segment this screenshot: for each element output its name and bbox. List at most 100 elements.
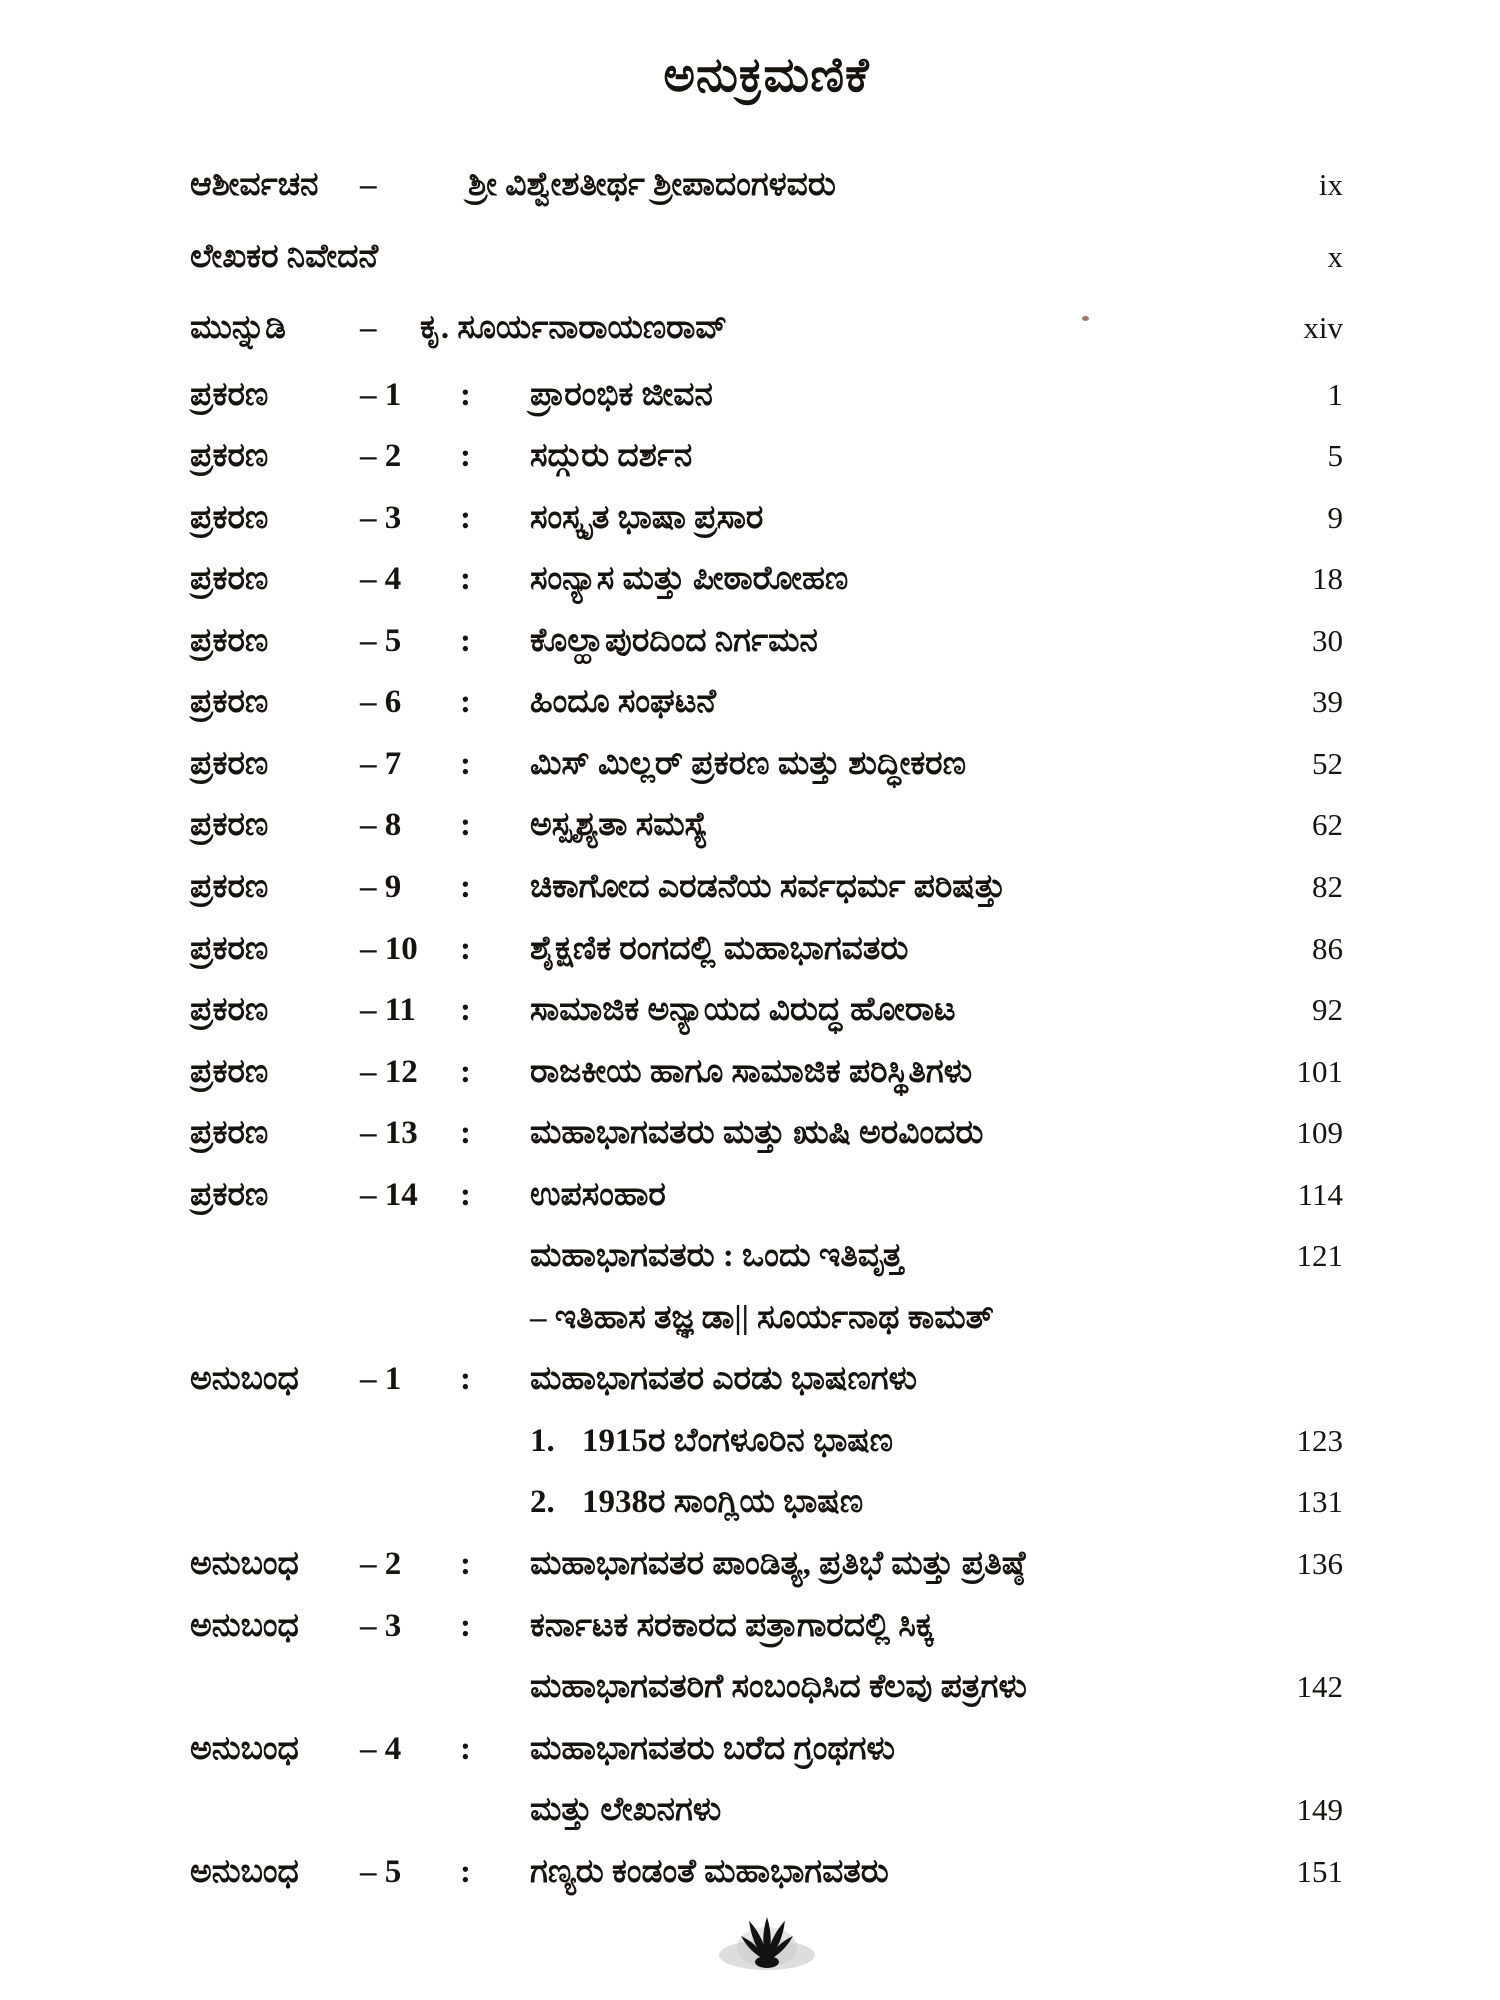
toc-colon: : bbox=[460, 561, 471, 598]
toc-entry-number: – 6 bbox=[360, 684, 402, 721]
toc-page-number: xiv bbox=[1303, 310, 1343, 346]
toc-entry-title: 1938ರ ಸಾಂಗ್ಲಿಯ ಭಾಷಣ bbox=[582, 1484, 864, 1521]
toc-colon: : bbox=[460, 745, 471, 782]
toc-entry-title: ಸಾಮಾಜಿಕ ಅನ್ಯಾಯದ ವಿರುದ್ಧ ಹೋರಾಟ bbox=[530, 992, 956, 1029]
toc-page-number: 101 bbox=[1296, 1053, 1344, 1089]
toc-colon: : bbox=[460, 1607, 471, 1644]
toc-entry-number: – 14 bbox=[360, 1176, 418, 1213]
toc-row: ಪ್ರಕರಣ – 12: ರಾಜಕೀಯ ಹಾಗೂ ಸಾಮಾಜಿಕ ಪರಿಸ್ಥಿತಿ… bbox=[190, 1042, 1343, 1104]
toc-entry-title: ಮಹಾಭಾಗವತರು ಬರೆದ ಗ್ರಂಥಗಳು bbox=[530, 1730, 895, 1767]
toc-row: ಪ್ರಕರಣ – 10: ಶೈಕ್ಷಣಿಕ ರಂಗದಲ್ಲಿ ಮಹಾಭಾಗವತರು 8… bbox=[190, 919, 1343, 981]
toc-row: ಲೇಖಕರ ನಿವೇದನೆ x bbox=[190, 222, 1343, 294]
toc-entry-number: – 11 bbox=[360, 992, 416, 1029]
toc-colon: : bbox=[460, 1115, 471, 1152]
toc-row: ಅನುಬಂಧ – 4: ಮಹಾಭಾಗವತರು ಬರೆದ ಗ್ರಂಥಗಳು bbox=[190, 1719, 1343, 1781]
toc-entry-number: – 13 bbox=[360, 1115, 418, 1152]
toc-entry-number: – 10 bbox=[360, 930, 418, 967]
toc-page-number: ix bbox=[1318, 167, 1343, 202]
toc-row: ಪ್ರಕರಣ – 7: ಮಿಸ್ ಮಿಲ್ಲರ್ ಪ್ರಕರಣ ಮತ್ತು ಶುದ್… bbox=[190, 734, 1343, 796]
toc-colon: : bbox=[460, 1853, 471, 1890]
toc-colon: : bbox=[460, 499, 471, 536]
toc-entry-number: – 9 bbox=[360, 869, 402, 906]
toc-row: ಪ್ರಕರಣ – 8: ಅಸ್ಪೃಶ್ಯತಾ ಸಮಸ್ಯೆ 62 bbox=[190, 795, 1343, 857]
toc-entry-title: ಅಸ್ಪೃಶ್ಯತಾ ಸಮಸ್ಯೆ bbox=[530, 807, 709, 844]
toc-entry-label: ಅನುಬಂಧ bbox=[190, 1730, 299, 1767]
floral-ornament-icon bbox=[190, 1909, 1343, 1971]
toc-entry-title: ಮಹಾಭಾಗವತರ ಪಾಂಡಿತ್ಯ, ಪ್ರತಿಭೆ ಮತ್ತು ಪ್ರತಿಷ… bbox=[530, 1546, 1026, 1583]
toc-entry-number: – 4 bbox=[360, 561, 402, 598]
toc-row: ಪ್ರಕರಣ – 2: ಸದ್ಗುರು ದರ್ಶನ 5 bbox=[190, 426, 1343, 488]
toc-colon: : bbox=[460, 807, 471, 844]
toc-page-number: 1 bbox=[1327, 376, 1344, 412]
toc-entry-title: – ಇತಿಹಾಸ ತಜ್ಞ ಡಾ|| ಸೂರ್ಯನಾಥ ಕಾಮತ್ bbox=[530, 1299, 994, 1336]
toc-entry-number: – 7 bbox=[360, 745, 402, 782]
toc-colon: : bbox=[460, 376, 471, 413]
toc-row: – ಇತಿಹಾಸ ತಜ್ಞ ಡಾ|| ಸೂರ್ಯನಾಥ ಕಾಮತ್ bbox=[190, 1288, 1343, 1350]
toc-entry-label: ಅನುಬಂಧ bbox=[190, 1546, 299, 1583]
toc-page-number: x bbox=[1327, 238, 1344, 274]
toc-entry-label: ಪ್ರಕರಣ bbox=[190, 499, 269, 536]
scan-speck bbox=[1082, 316, 1089, 321]
toc-row: ಪ್ರಕರಣ – 6: ಹಿಂದೂ ಸಂಘಟನೆ 39 bbox=[190, 672, 1343, 734]
toc-entry-title: ಮಹಾಭಾಗವತರು ಮತ್ತು ಋಷಿ ಅರವಿಂದರು bbox=[530, 1115, 984, 1152]
toc-entry-number: – 1 bbox=[360, 376, 402, 413]
toc-colon: : bbox=[460, 992, 471, 1029]
toc-entry-title: ಮತ್ತು ಲೇಖನಗಳು bbox=[530, 1792, 722, 1829]
toc-row: ಪ್ರಕರಣ – 1: ಪ್ರಾರಂಭಿಕ ಜೀವನ 1 bbox=[190, 365, 1343, 427]
toc-entry-label: ಪ್ರಕರಣ bbox=[190, 684, 269, 721]
toc-entry-title: ಕರ್ನಾಟಕ ಸರಕಾರದ ಪತ್ರಾಗಾರದಲ್ಲಿ ಸಿಕ್ಕ bbox=[530, 1607, 934, 1644]
toc-row: ಅನುಬಂಧ – 1: ಮಹಾಭಾಗವತರ ಎರಡು ಭಾಷಣಗಳು bbox=[190, 1349, 1343, 1411]
toc-entry-label: ಪ್ರಕರಣ bbox=[190, 1176, 269, 1213]
toc-row: ಪ್ರಕರಣ – 13: ಮಹಾಭಾಗವತರು ಮತ್ತು ಋಷಿ ಅರವಿಂದರು… bbox=[190, 1103, 1343, 1165]
toc-entry-label: ಪ್ರಕರಣ bbox=[190, 745, 269, 782]
toc-entry-number: – 5 bbox=[360, 622, 402, 659]
toc-colon: : bbox=[460, 1361, 471, 1398]
toc-row: ಅನುಬಂಧ – 2: ಮಹಾಭಾಗವತರ ಪಾಂಡಿತ್ಯ, ಪ್ರತಿಭೆ ಮತ… bbox=[190, 1534, 1343, 1596]
toc-row: ಮುನ್ನುಡಿ – ಕೃ. ಸೂರ್ಯನಾರಾಯಣರಾವ್ xiv bbox=[190, 293, 1343, 365]
toc-page-number: 151 bbox=[1296, 1853, 1344, 1889]
toc-page-number: 86 bbox=[1312, 930, 1343, 966]
toc-page-number: 131 bbox=[1296, 1484, 1344, 1520]
toc-page-number: 62 bbox=[1312, 807, 1343, 843]
toc-row: ಪ್ರಕರಣ – 9: ಚಿಕಾಗೋದ ಎರಡನೆಯ ಸರ್ವಧರ್ಮ ಪರಿಷತ್… bbox=[190, 857, 1343, 919]
toc-entry-label: ಪ್ರಕರಣ bbox=[190, 1115, 269, 1152]
toc-colon: : bbox=[460, 930, 471, 967]
toc-entry-title: ಹಿಂದೂ ಸಂಘಟನೆ bbox=[530, 684, 717, 721]
toc-entry-number: – bbox=[360, 167, 377, 203]
toc-entry-number: – 2 bbox=[360, 1546, 402, 1583]
toc-row: ಅನುಬಂಧ – 3: ಕರ್ನಾಟಕ ಸರಕಾರದ ಪತ್ರಾಗಾರದಲ್ಲಿ ಸ… bbox=[190, 1596, 1343, 1658]
toc-entry-number: 1. bbox=[530, 1422, 555, 1459]
toc-colon: : bbox=[460, 1053, 471, 1090]
toc-entry-label: ಪ್ರಕರಣ bbox=[190, 930, 269, 967]
toc-entry-label: ಅನುಬಂಧ bbox=[190, 1607, 299, 1644]
toc-entry-number: – 3 bbox=[360, 499, 402, 536]
toc-row: ಮತ್ತು ಲೇಖನಗಳು 149 bbox=[190, 1780, 1343, 1842]
toc-list: ಆಶೀರ್ವಚನ – ಶ್ರೀ ವಿಶ್ವೇಶತೀರ್ಥ ಶ್ರೀಪಾದಂಗಳವರು… bbox=[190, 150, 1343, 1903]
toc-entry-label: ಪ್ರಕರಣ bbox=[190, 561, 269, 598]
toc-entry-label: ಲೇಖಕರ ನಿವೇದನೆ bbox=[190, 238, 379, 275]
toc-entry-title: ಮಹಾಭಾಗವತರು : ಒಂದು ಇತಿವೃತ್ತ bbox=[530, 1238, 904, 1275]
toc-entry-title: 1915ರ ಬೆಂಗಳೂರಿನ ಭಾಷಣ bbox=[582, 1422, 894, 1459]
toc-entry-number: – 5 bbox=[360, 1853, 402, 1890]
toc-entry-title: ಶೈಕ್ಷಣಿಕ ರಂಗದಲ್ಲಿ ಮಹಾಭಾಗವತರು bbox=[530, 930, 909, 967]
toc-row: ಆಶೀರ್ವಚನ – ಶ್ರೀ ವಿಶ್ವೇಶತೀರ್ಥ ಶ್ರೀಪಾದಂಗಳವರು… bbox=[190, 150, 1343, 222]
toc-entry-number: – bbox=[360, 310, 377, 347]
toc-page-number: 92 bbox=[1312, 992, 1343, 1028]
toc-entry-label: ಮುನ್ನುಡಿ bbox=[190, 310, 286, 347]
toc-entry-label: ಪ್ರಕರಣ bbox=[190, 992, 269, 1029]
toc-page-number: 82 bbox=[1312, 869, 1343, 905]
toc-entry-label: ಆಶೀರ್ವಚನ bbox=[190, 167, 319, 203]
toc-entry-label: ಪ್ರಕರಣ bbox=[190, 438, 269, 475]
toc-entry-label: ಪ್ರಕರಣ bbox=[190, 869, 269, 906]
toc-entry-number: – 8 bbox=[360, 807, 402, 844]
toc-row: ಪ್ರಕರಣ – 5: ಕೊಲ್ಹಾಪುರದಿಂದ ನಿರ್ಗಮನ 30 bbox=[190, 611, 1343, 673]
toc-page-number: 149 bbox=[1296, 1792, 1344, 1828]
toc-entry-label: ಅನುಬಂಧ bbox=[190, 1361, 299, 1398]
toc-row: 2. 1938ರ ಸಾಂಗ್ಲಿಯ ಭಾಷಣ 131 bbox=[190, 1472, 1343, 1534]
toc-entry-label: ಪ್ರಕರಣ bbox=[190, 1053, 269, 1090]
toc-colon: : bbox=[460, 438, 471, 475]
toc-entry-number: – 3 bbox=[360, 1607, 402, 1644]
toc-page-number: 121 bbox=[1296, 1238, 1344, 1274]
toc-entry-title: ಉಪಸಂಹಾರ bbox=[530, 1176, 666, 1213]
